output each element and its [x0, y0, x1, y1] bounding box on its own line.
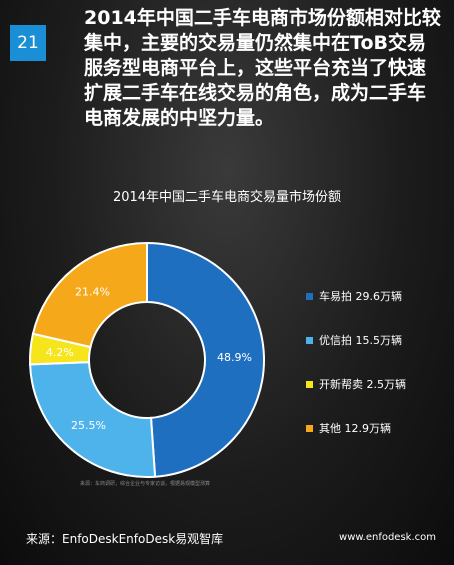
donut-slice-3: [31, 241, 148, 349]
page-number: 21: [17, 33, 39, 53]
donut-slice-0: [146, 241, 265, 478]
data-note: 来源：车商调研，综合企业与专家访谈，根据易观模型测算: [80, 481, 211, 487]
legend-label-2: 开新帮卖 2.5万辆: [319, 378, 406, 391]
slice-label-1: 25.5%: [71, 419, 106, 432]
legend-label-0: 车易拍 29.6万辆: [319, 290, 402, 303]
legend-swatch-1: [306, 336, 313, 344]
chart-title: 2014年中国二手车电商交易量市场份额: [112, 190, 342, 205]
legend-item-3: 其他 12.9万辆: [306, 420, 451, 436]
headline: 2014年中国二手车电商市场份额相对比较集中，主要的交易量仍然集中在ToB交易服…: [84, 7, 441, 129]
legend-item-0: 车易拍 29.6万辆: [306, 288, 451, 304]
legend-item-1: 优信拍 15.5万辆: [306, 332, 451, 348]
page-number-badge: 21: [10, 25, 46, 61]
legend-item-2: 开新帮卖 2.5万辆: [306, 376, 451, 392]
website-text: www.enfodesk.com: [339, 532, 436, 543]
legend-swatch-0: [306, 292, 313, 300]
chart-legend: 车易拍 29.6万辆 优信拍 15.5万辆 开新帮卖 2.5万辆 其他 12.9…: [306, 288, 451, 464]
legend-label-3: 其他 12.9万辆: [319, 422, 391, 435]
legend-swatch-2: [306, 380, 313, 388]
source-text: 来源：EnfoDeskEnfoDesk易观智库: [26, 532, 224, 546]
slice-label-3: 21.4%: [75, 286, 110, 299]
legend-label-1: 优信拍 15.5万辆: [319, 334, 402, 347]
slice-label-0: 48.9%: [217, 351, 252, 364]
slice-label-2: 4.2%: [46, 346, 74, 359]
legend-swatch-3: [306, 424, 313, 432]
donut-slice-1: [29, 361, 157, 478]
